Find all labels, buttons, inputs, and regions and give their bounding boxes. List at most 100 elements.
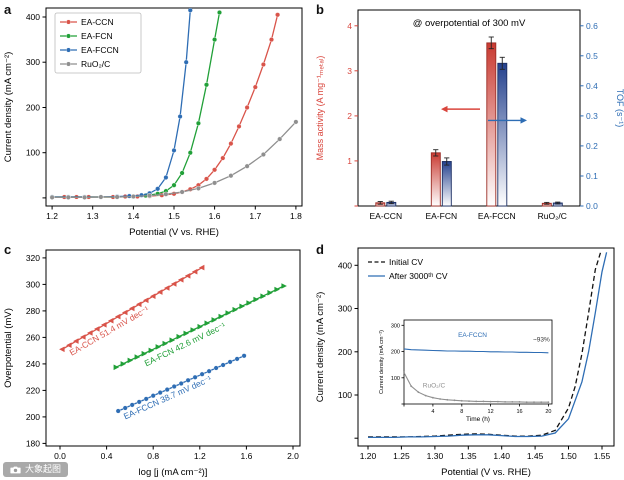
x-tick-label: 1.45	[527, 451, 544, 461]
y-tick-label: 200	[26, 412, 40, 422]
svg-text:16: 16	[516, 409, 522, 415]
category-label: EA-FCN	[425, 211, 457, 221]
tafel-annotation: EA-FCCN 38.7 mV dec⁻¹	[122, 373, 213, 421]
legend-label: EA-FCCN	[81, 45, 119, 55]
series-After 3000th CV	[368, 252, 608, 439]
plot-frame	[45, 249, 301, 447]
right-axis-label: TOF (s⁻¹)	[615, 89, 624, 128]
y-axis-label: Current density (mA cm⁻²)	[3, 52, 14, 163]
panel-c-svg: 0.0 0.4 0.8 1.2 1.6 2.0 180 200 220 240 260 280 300 3…	[3, 249, 301, 478]
left-axis-label: Mass activity (A mg⁻¹ₘₑₜₐₗ)	[315, 56, 325, 161]
tafel-annotation: EA-CCN 51.4 mV dec⁻¹	[68, 304, 151, 358]
inset-x-axis-label: Time (h)	[466, 416, 490, 423]
panel-b-chart: 1 2 3 4 0.0 0.1 0.2 0.3 0.4 0.5 0.6 EA-CCN EA-FCN EA-…	[312, 0, 624, 240]
svg-text:0.0: 0.0	[586, 201, 598, 211]
category-label: RuO₂/C	[538, 211, 567, 221]
x-tick-label: 1.2	[194, 451, 206, 461]
y-tick-label: 100	[338, 390, 352, 400]
panel-d-chart: 1.20 1.25 1.30 1.35 1.40 1.45 1.50 1.55 100 200 30…	[312, 240, 624, 480]
inset-series-EA-FCCN	[403, 348, 549, 354]
plot-frame	[357, 247, 615, 447]
y-tick-label: 180	[26, 438, 40, 448]
panel-c-label: c	[4, 242, 12, 257]
x-axis-label: log [j (mA cm⁻²)]	[139, 467, 208, 478]
inset-annotation: EA-FCCN	[458, 332, 487, 339]
y-tick-label: 300	[338, 304, 352, 314]
y-axis-label: Current density (mA cm⁻²)	[315, 292, 326, 403]
svg-text:0.6: 0.6	[586, 21, 598, 31]
panel-b-svg: 1 2 3 4 0.0 0.1 0.2 0.3 0.4 0.5 0.6 EA-CCN EA-FCN EA-…	[315, 9, 624, 221]
x-axis-label: Potential (V vs. RHE)	[441, 467, 531, 478]
panel-a-label: a	[4, 2, 12, 17]
x-tick-label: 1.6	[240, 451, 252, 461]
camera-icon	[10, 466, 21, 474]
panel-b-label: b	[316, 2, 324, 17]
y-tick-label: 400	[338, 260, 352, 270]
panel-a-svg: 1.2 1.3 1.4 1.5 1.6 1.7 1.8 100 200 300 400 Potenti…	[3, 7, 303, 238]
x-tick-label: 1.7	[249, 211, 261, 221]
x-tick-label: 2.0	[287, 451, 299, 461]
legend-label: After 3000ᵗʰ CV	[389, 271, 448, 281]
legend-label: EA-CCN	[81, 17, 114, 27]
y-tick-label: 300	[26, 57, 40, 67]
x-axis-label: Potential (V vs. RHE)	[129, 227, 219, 238]
y-tick-label: 200	[338, 347, 352, 357]
panel-c-chart: 0.0 0.4 0.8 1.2 1.6 2.0 180 200 220 240 260 280 300 3…	[0, 240, 312, 480]
legend-label: EA-FCN	[81, 31, 113, 41]
y-tick-label: 100	[26, 148, 40, 158]
watermark: 大象起图	[3, 462, 69, 477]
x-tick-label: 1.35	[460, 451, 477, 461]
legend-label: Initial CV	[389, 257, 423, 267]
inset-annotation: ~93%	[533, 337, 550, 344]
series-RuO₂/C	[52, 121, 297, 199]
panel-d: d 1.20 1.25 1.30 1.35 1.40 1.45 1.50 1.55 100 200…	[312, 240, 624, 480]
tafel-annotation: EA-FCN 42.6 mV dec⁻¹	[143, 320, 228, 368]
svg-text:0.4: 0.4	[586, 81, 598, 91]
bar-tof-EA-FCCN	[497, 62, 508, 207]
x-tick-label: 1.2	[46, 211, 58, 221]
y-tick-label: 220	[26, 385, 40, 395]
inset-y-axis-label: Current density (mA cm⁻²)	[379, 330, 385, 394]
y-tick-label: 240	[26, 359, 40, 369]
panel-d-svg: 1.20 1.25 1.30 1.35 1.40 1.45 1.50 1.55 100 200 30…	[315, 247, 615, 478]
x-tick-label: 1.8	[290, 211, 302, 221]
svg-text:0.1: 0.1	[586, 171, 598, 181]
plot-frame	[357, 9, 581, 207]
y-tick-label: 320	[26, 253, 40, 263]
svg-text:0.5: 0.5	[586, 51, 598, 61]
category-label: EA-FCCN	[478, 211, 516, 221]
watermark-text: 大象起图	[25, 464, 62, 474]
x-tick-label: 0.0	[54, 451, 66, 461]
panel-b: b 1 2 3 4 0.0 0.1 0.2 0.3 0.4 0.5 0.6 EA-CCN EA-FCN E…	[312, 0, 624, 240]
x-tick-label: 1.40	[493, 451, 510, 461]
y-tick-label: 200	[26, 103, 40, 113]
bar-mass-EA-FCN	[430, 152, 441, 207]
inset-frame	[403, 319, 553, 405]
inset-annotation: RuO₂/C	[423, 383, 446, 390]
x-tick-label: 1.6	[209, 211, 221, 221]
panel-a-chart: 1.2 1.3 1.4 1.5 1.6 1.7 1.8 100 200 300 400 Potenti…	[0, 0, 312, 240]
panel-c: c 0.0 0.4 0.8 1.2 1.6 2.0 180 200 220 240 260 280 30…	[0, 240, 312, 480]
x-tick-label: 0.8	[147, 451, 159, 461]
svg-text:200: 200	[391, 350, 400, 356]
svg-text:0.3: 0.3	[586, 111, 598, 121]
x-tick-label: 1.50	[560, 451, 577, 461]
x-tick-label: 1.25	[393, 451, 410, 461]
svg-text:20: 20	[545, 409, 551, 415]
svg-text:0.2: 0.2	[586, 141, 598, 151]
x-tick-label: 1.4	[127, 211, 139, 221]
x-tick-label: 0.4	[101, 451, 113, 461]
svg-text:8: 8	[460, 409, 463, 415]
y-tick-label: 280	[26, 306, 40, 316]
legend-label: RuO₂/C	[81, 59, 110, 69]
x-tick-label: 1.3	[87, 211, 99, 221]
legend-box	[54, 12, 142, 74]
category-label: EA-CCN	[370, 211, 403, 221]
svg-text:1: 1	[347, 156, 352, 166]
y-axis-label: Overpotential (mV)	[3, 308, 14, 388]
y-tick-label: 300	[26, 279, 40, 289]
panel-a: a 1.2 1.3 1.4 1.5 1.6 1.7 1.8 100 200 300 400 Poten…	[0, 0, 312, 240]
panel-d-label: d	[316, 242, 324, 257]
svg-text:100: 100	[391, 376, 400, 382]
